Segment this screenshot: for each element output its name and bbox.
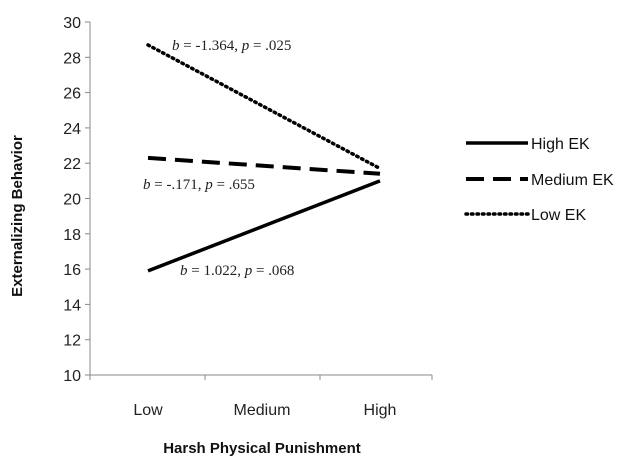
x-axis-ticks: Low Medium High — [89, 375, 433, 419]
y-tick-label: 28 — [63, 50, 81, 67]
annotation-p-label: p — [244, 263, 253, 279]
y-tick-label: 18 — [63, 227, 81, 244]
y-tick-label: 24 — [63, 121, 81, 138]
annotation-b-value: = 1.022, — [188, 263, 245, 279]
series-line-high-ek — [147, 179, 381, 273]
legend-label: High EK — [531, 136, 590, 153]
y-tick-label: 14 — [63, 297, 81, 314]
y-tick-label: 10 — [63, 368, 81, 385]
x-tick-label: Low — [133, 402, 163, 419]
y-axis-title: Externalizing Behavior — [9, 135, 26, 297]
slope-annotation: b = -.171, p = .655 — [143, 177, 255, 193]
annotation-p-value: = .655 — [213, 177, 255, 193]
annotation-p-value: = .025 — [249, 38, 291, 54]
y-axis-ticks: 10 12 14 16 18 20 22 24 26 28 30 — [63, 15, 90, 385]
x-axis-title: Harsh Physical Punishment — [163, 440, 361, 457]
series-line-medium-ek — [147, 155, 381, 176]
x-tick-label: High — [364, 402, 397, 419]
legend-label: Medium EK — [531, 172, 614, 189]
annotation-p-value: = .068 — [252, 263, 294, 279]
annotation-b-label: b — [143, 177, 151, 193]
annotation-b-value: = -.171, — [151, 177, 206, 193]
x-tick-label: Medium — [234, 402, 291, 419]
y-tick-label: 16 — [63, 262, 81, 279]
y-tick-label: 12 — [63, 333, 81, 350]
chart-legend: High EK Medium EK Low EK — [464, 136, 614, 224]
legend-label: Low EK — [531, 207, 586, 224]
slope-annotation: b = 1.022, p = .068 — [180, 263, 294, 279]
y-tick-label: 22 — [63, 156, 81, 173]
chart-series — [146, 43, 382, 273]
annotation-b-value: = -1.364, — [180, 38, 242, 54]
annotation-b-label: b — [180, 263, 188, 279]
annotation-p-label: p — [241, 38, 250, 54]
y-tick-label: 26 — [63, 86, 81, 103]
annotation-p-label: p — [204, 177, 213, 193]
y-tick-label: 30 — [63, 15, 81, 32]
slope-annotation: b = -1.364, p = .025 — [172, 38, 291, 54]
annotation-b-label: b — [172, 38, 180, 54]
chart-axes — [89, 22, 432, 376]
y-tick-label: 20 — [63, 192, 81, 209]
series-line-low-ek — [146, 43, 382, 171]
